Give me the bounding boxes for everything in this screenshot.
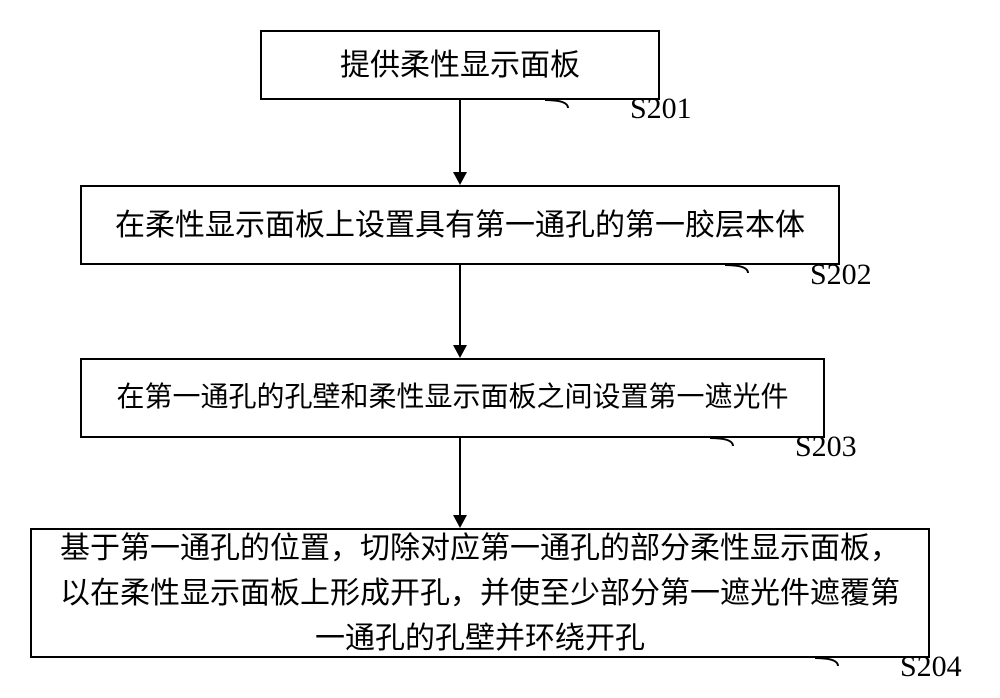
arrow-3 (450, 438, 470, 528)
arrow-2 (450, 265, 470, 358)
step-s203: 在第一通孔的孔壁和柔性显示面板之间设置第一遮光件 (80, 358, 825, 438)
step-s202-text: 在柔性显示面板上设置具有第一通孔的第一胶层本体 (115, 203, 805, 248)
label-s203-text: S203 (795, 430, 857, 463)
step-s204: 基于第一通孔的位置，切除对应第一通孔的部分柔性显示面板，以在柔性显示面板上形成开… (30, 528, 930, 658)
step-s201: 提供柔性显示面板 (260, 30, 660, 100)
flowchart-container: 提供柔性显示面板 S201 在柔性显示面板上设置具有第一通孔的第一胶层本体 S2… (0, 0, 1000, 698)
label-s203: S203 (795, 430, 857, 464)
label-s204-text: S204 (900, 650, 962, 683)
label-s201: S201 (630, 92, 692, 126)
step-s204-text: 基于第一通孔的位置，切除对应第一通孔的部分柔性显示面板，以在柔性显示面板上形成开… (52, 526, 908, 661)
step-s201-text: 提供柔性显示面板 (340, 43, 580, 88)
step-s202: 在柔性显示面板上设置具有第一通孔的第一胶层本体 (80, 185, 840, 265)
step-s203-text: 在第一通孔的孔壁和柔性显示面板之间设置第一遮光件 (116, 377, 788, 419)
label-s202: S202 (810, 258, 872, 292)
label-s204: S204 (900, 650, 962, 684)
label-s202-text: S202 (810, 258, 872, 291)
arrow-1 (450, 100, 470, 185)
label-s201-text: S201 (630, 92, 692, 125)
